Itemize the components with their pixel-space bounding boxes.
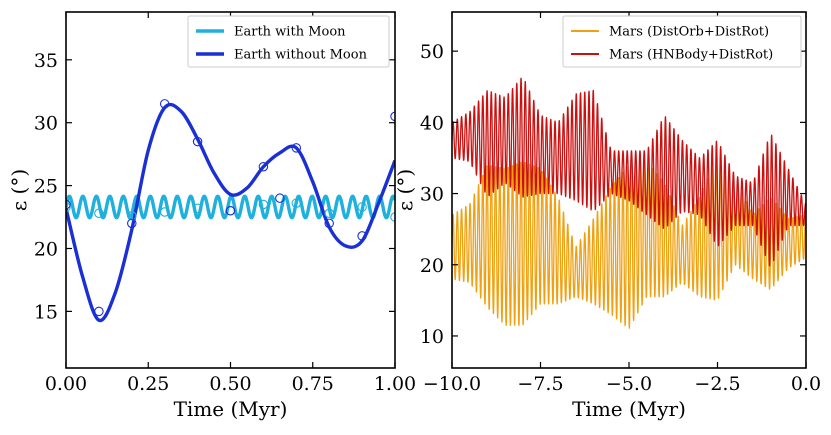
data-point-marker [291,143,302,153]
x-tick-label: −7.5 [517,373,563,395]
y-tick-label: 25 [34,176,58,198]
y-tick-label: 10 [420,326,444,348]
y-tick-label: 20 [34,238,58,260]
x-tick-label: −2.5 [694,373,740,395]
y-tick-label: 15 [34,301,58,323]
data-point-marker [357,202,367,212]
x-tick-label: 1.00 [374,373,416,395]
x-tick-label: 0.00 [45,373,87,395]
legend: Mars (DistOrb+DistRot) Mars (HNBody+DistR… [562,15,802,68]
y-tick-label: 30 [420,184,444,206]
data-point-marker [225,206,236,216]
data-point-marker [94,306,104,317]
legend-entry: Mars (DistOrb+DistRot) [609,25,769,40]
x-tick-label: 0.0 [791,373,821,395]
y-tick-label: 35 [34,50,58,72]
data-point-marker [275,193,285,203]
data-point-marker [159,207,170,217]
legend-entry: Earth without Moon [234,48,368,63]
plot-area [66,99,395,323]
y-tick-label: 30 [34,113,58,135]
legend-box [562,15,802,68]
plot-area [452,77,806,329]
data-point-marker [192,203,203,213]
series-line-earth-0 [66,194,395,220]
x-tick-label: −5.0 [606,373,652,395]
series-line-mars-0 [452,159,806,329]
y-tick-label: 40 [420,112,444,134]
y-axis-label: ε (°) [7,169,31,211]
data-point-marker [159,99,170,109]
data-point-marker [357,231,367,241]
data-point-marker [127,218,137,229]
x-axis-label: Time (Myr) [174,397,288,421]
data-point-marker [66,202,71,212]
data-point-marker [127,211,137,221]
data-point-marker [94,208,104,219]
data-point-marker [66,199,71,210]
right-chart-panel: −10.0 −7.5 −5.0 −2.5 0.0 10 20 30 40 50 Time (Myr)… [393,11,821,421]
x-tick-label: −10.0 [423,373,481,395]
legend-box [187,15,390,68]
legend-entry: Earth with Moon [234,25,346,40]
y-tick-label: 50 [420,41,444,63]
x-axis-label: Time (Myr) [572,397,686,421]
data-point-marker [291,198,302,208]
x-tick-label: 0.50 [209,373,251,395]
series-line-earth-1 [66,102,395,323]
data-point-marker [324,208,334,219]
data-point-marker [258,199,269,210]
legend: Earth with Moon Earth without Moon [187,15,390,68]
series-line-mars-1 [452,77,806,267]
left-chart-panel: 0.00 0.25 0.50 0.75 1.00 15 20 25 30 35 Time (Myr)… [7,11,416,421]
x-tick-label: 0.25 [127,373,169,395]
data-point-marker [192,136,203,147]
data-point-marker [324,218,334,229]
x-tick-label: 0.75 [292,373,334,395]
data-point-marker [258,161,269,172]
y-tick-label: 20 [420,255,444,277]
y-axis-label: ε (°) [393,169,417,211]
legend-entry: Mars (HNBody+DistRot) [609,48,773,63]
